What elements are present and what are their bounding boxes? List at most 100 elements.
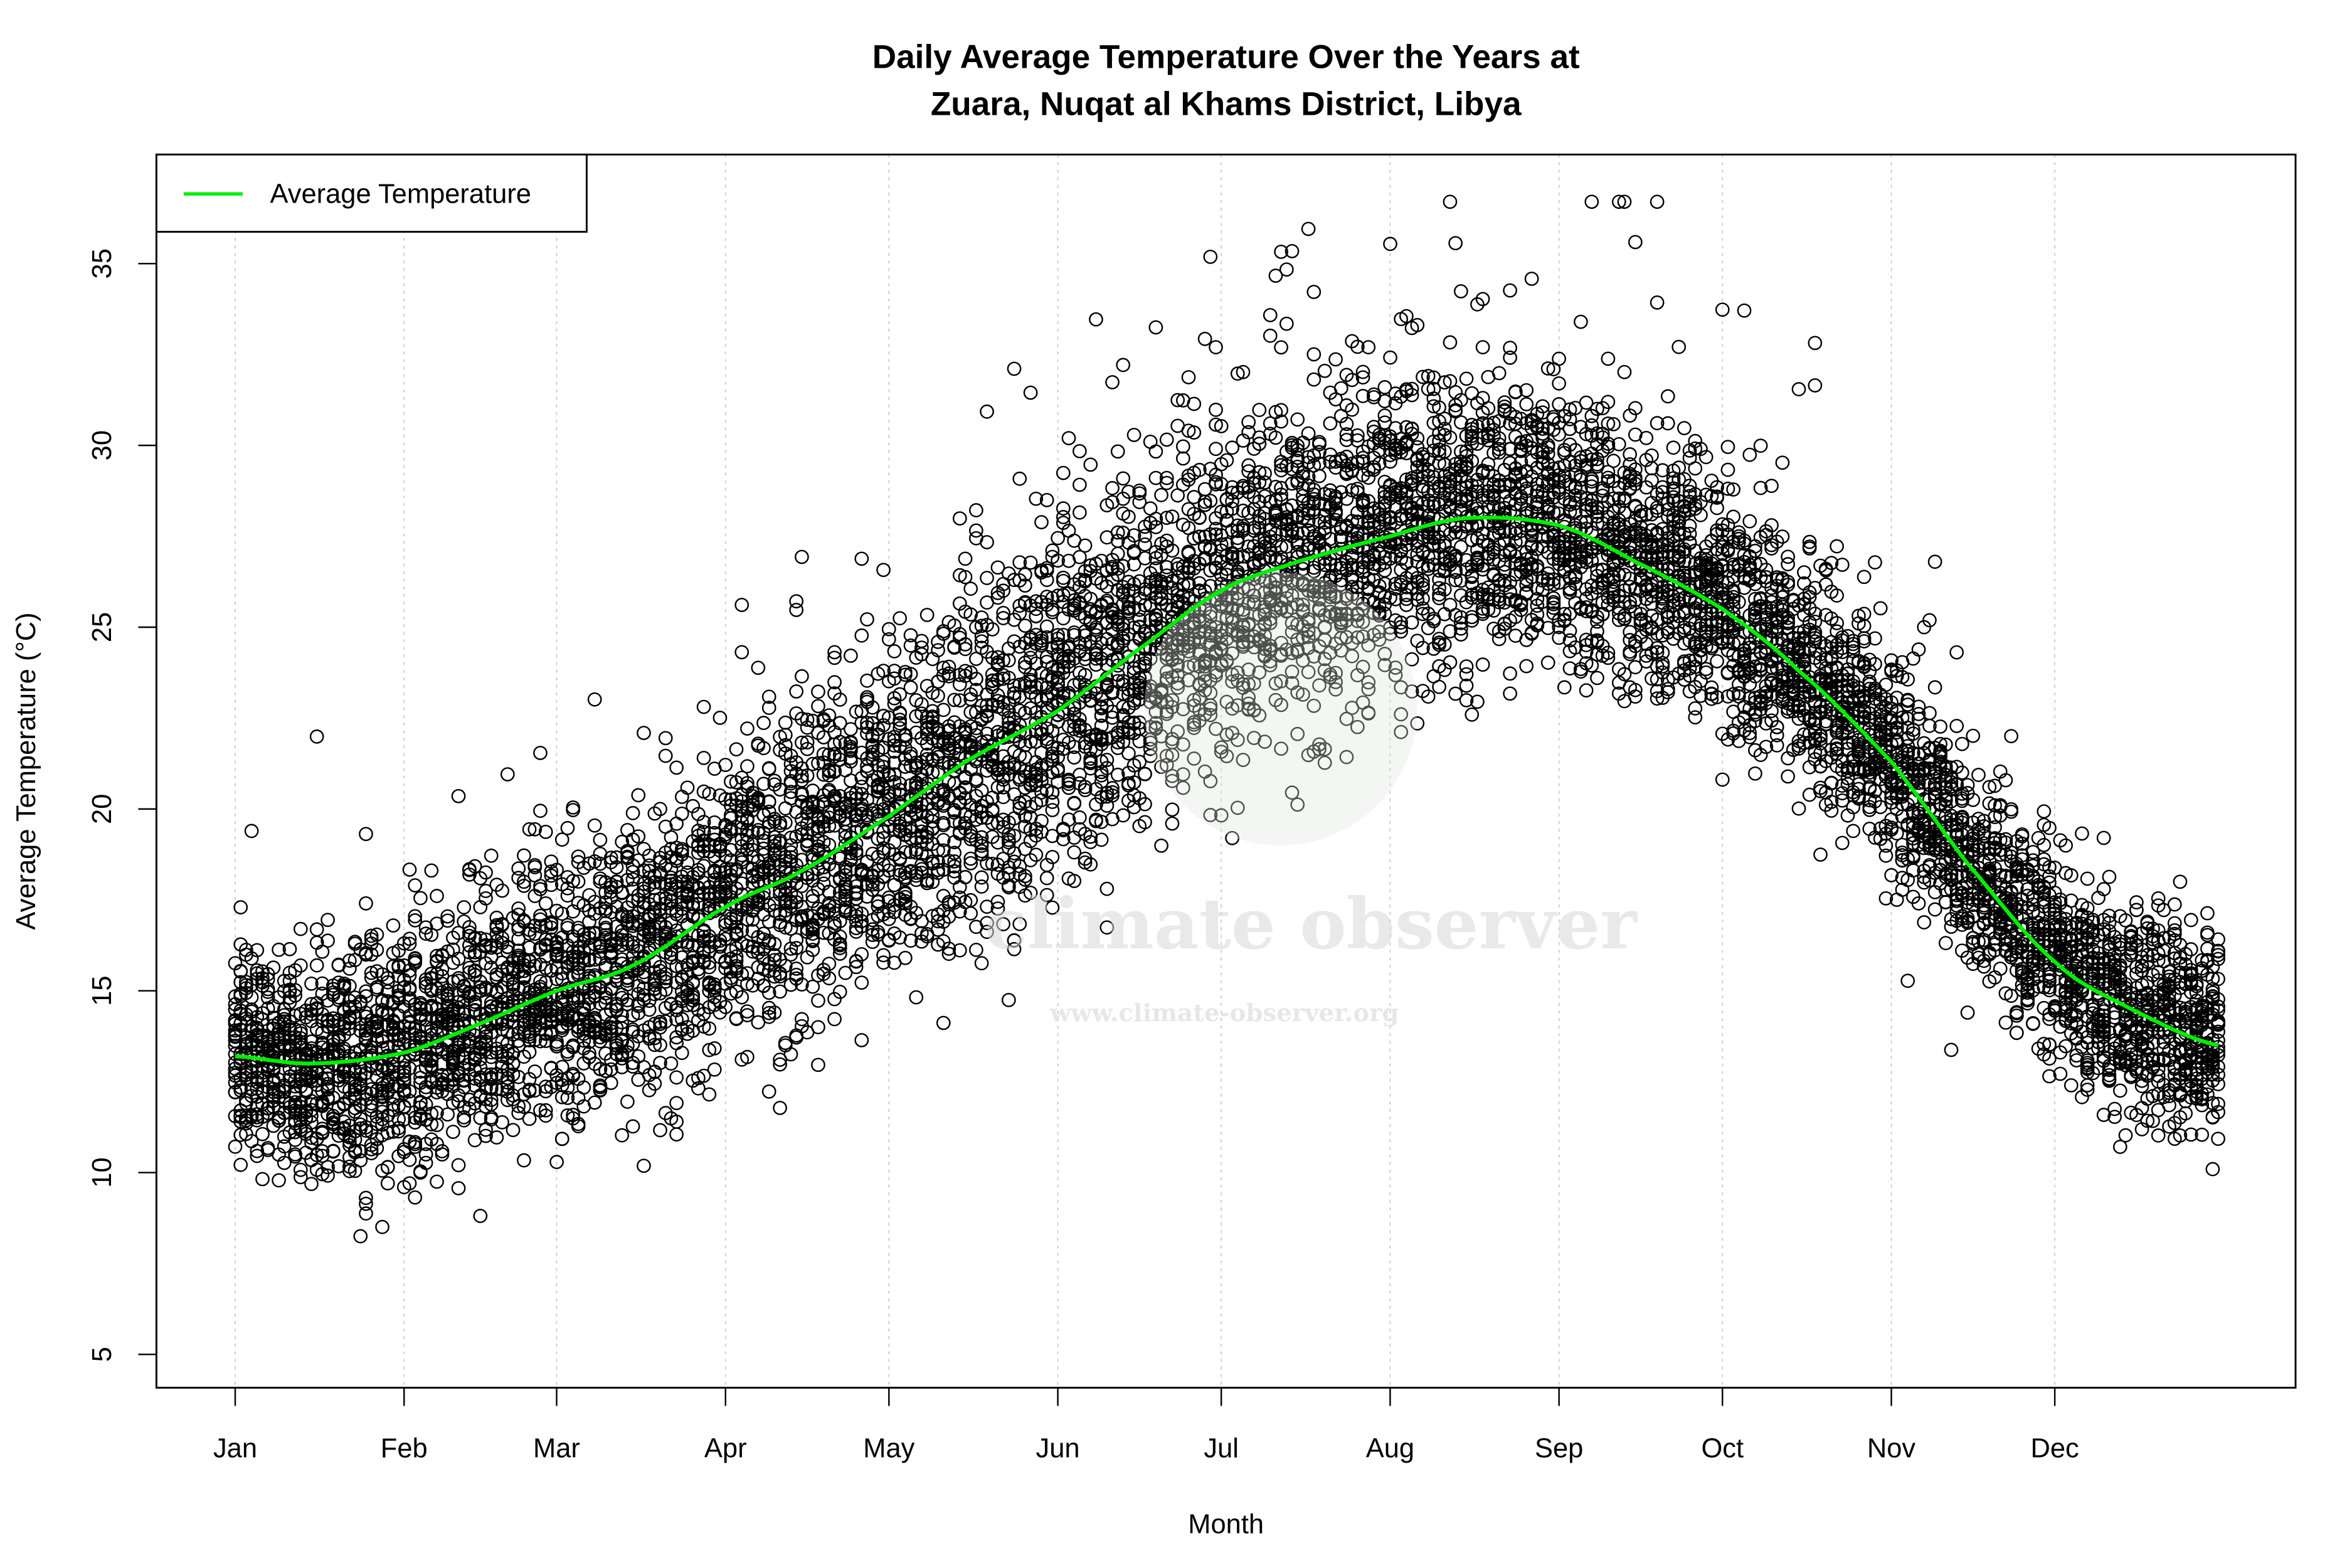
data-point [1252, 437, 1267, 452]
data-point [1960, 1005, 1975, 1020]
data-point [1121, 793, 1136, 808]
data-point [827, 650, 842, 665]
data-point [571, 950, 586, 965]
data-point [2080, 871, 2095, 886]
data-point [1105, 480, 1120, 495]
data-point [2102, 1067, 2117, 1083]
data-point [1650, 194, 1665, 209]
data-point [1475, 292, 1490, 307]
data-point [893, 712, 908, 727]
data-point [903, 746, 918, 761]
data-point [1290, 617, 1305, 632]
data-point [980, 404, 994, 419]
scatter-points [228, 194, 2225, 1244]
data-point [1159, 432, 1174, 447]
data-point [1001, 641, 1016, 656]
data-point [255, 1172, 270, 1187]
data-point [1562, 661, 1577, 676]
data-point [1073, 505, 1087, 520]
data-point [1209, 442, 1223, 457]
data-point [2015, 836, 2030, 851]
data-point [1263, 308, 1278, 322]
data-point [1317, 558, 1332, 573]
data-point [571, 849, 586, 864]
data-point [1328, 352, 1343, 367]
data-point [1263, 328, 1278, 343]
data-point [2184, 1127, 2198, 1142]
data-point [1012, 916, 1027, 931]
data-point [832, 946, 847, 961]
data-point [881, 843, 896, 857]
data-point [974, 956, 989, 971]
data-point [440, 913, 455, 928]
data-point [1056, 501, 1071, 516]
data-point [2075, 1089, 2089, 1104]
data-point [1285, 625, 1300, 640]
data-point [2140, 1113, 2155, 1128]
data-point [522, 1044, 537, 1059]
data-point [364, 928, 379, 943]
data-point [936, 660, 951, 675]
data-point [761, 701, 776, 715]
data-point [1611, 194, 1626, 209]
data-point [1410, 318, 1425, 332]
data-point [1328, 682, 1343, 697]
data-point [2129, 903, 2144, 918]
data-point [1225, 480, 1239, 495]
data-point [849, 704, 864, 719]
data-point [789, 603, 804, 617]
data-point [625, 1119, 640, 1134]
data-point [1285, 615, 1300, 630]
data-point [980, 571, 994, 585]
data-point [1742, 514, 1757, 529]
data-point [1868, 555, 1882, 569]
data-point [1748, 766, 1762, 781]
data-point [1623, 447, 1638, 462]
data-point [958, 551, 973, 566]
data-point [408, 913, 423, 928]
data-point [1927, 680, 1942, 695]
data-point [2042, 973, 2057, 988]
data-point [457, 900, 472, 914]
data-point [1154, 488, 1168, 502]
data-point [1203, 250, 1218, 264]
data-point [1274, 697, 1288, 712]
data-point [1230, 366, 1245, 381]
data-point [2195, 1127, 2210, 1142]
data-point [854, 551, 869, 566]
data-point [974, 618, 989, 633]
data-point [517, 1153, 531, 1168]
data-point [881, 622, 896, 637]
data-point [293, 921, 308, 936]
data-point [1383, 350, 1397, 365]
data-point [1012, 471, 1027, 486]
data-point [1132, 612, 1147, 627]
data-point [1083, 457, 1098, 472]
data-point [996, 605, 1010, 620]
data-point [408, 909, 423, 924]
data-point [2151, 1103, 2166, 1118]
data-point [958, 780, 973, 795]
data-point [1432, 581, 1446, 596]
data-point [2200, 906, 2215, 921]
data-point [1230, 800, 1245, 815]
data-point [1388, 668, 1403, 682]
data-point [1132, 715, 1147, 730]
data-point [669, 760, 684, 775]
data-point [430, 889, 444, 903]
data-point [506, 1123, 521, 1138]
data-point [2129, 895, 2144, 909]
data-point [751, 660, 766, 675]
data-point [1039, 871, 1054, 886]
data-point [1116, 506, 1131, 521]
data-point [2184, 913, 2198, 928]
data-point [1666, 440, 1681, 455]
data-point [969, 943, 983, 957]
data-point [620, 823, 635, 837]
data-point [811, 699, 825, 714]
data-point [1574, 420, 1588, 435]
data-point [876, 708, 891, 723]
data-point [418, 926, 433, 941]
data-point [1073, 443, 1087, 458]
data-point [1791, 382, 1806, 396]
